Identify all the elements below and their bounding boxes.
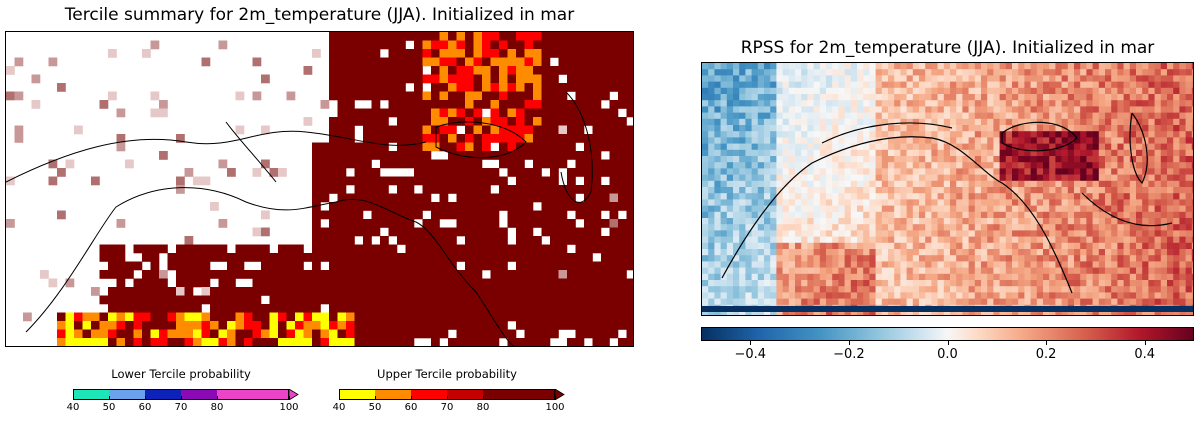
coastlines <box>721 112 1173 294</box>
colorbar-tick-mark <box>375 396 376 400</box>
rpss-map <box>701 62 1194 316</box>
colorbar-extend-arrow <box>554 388 565 401</box>
rpss-map-canvas <box>702 63 1193 315</box>
colorbar-extend-arrow <box>288 388 299 401</box>
colorbar-tick-mark <box>483 396 484 400</box>
rpss-tick-label: −0.4 <box>734 347 767 362</box>
colorbar-tick-label: 70 <box>174 402 188 413</box>
colorbar-tick-mark <box>217 396 218 400</box>
colorbar-tick-label: 50 <box>102 402 116 413</box>
colorbar-tick-mark <box>109 396 110 400</box>
colorbar-segment <box>181 389 217 400</box>
colorbar-segment <box>447 389 483 400</box>
colorbar-tick-mark <box>289 396 290 400</box>
rpss-tick-label: −0.2 <box>833 347 865 362</box>
colorbar-segment <box>375 389 411 400</box>
tercile-grid <box>6 32 633 346</box>
coastlines <box>6 91 593 346</box>
left-map-title: Tercile summary for 2m_temperature (JJA)… <box>64 5 575 25</box>
rpss-tick-mark <box>1144 341 1146 345</box>
colorbar-tick-label: 100 <box>545 402 565 413</box>
colorbar-tick-label: 80 <box>210 402 224 413</box>
colorbar-tick-label: 40 <box>66 402 80 413</box>
tercile-map-canvas <box>6 32 633 346</box>
right-map-title: RPSS for 2m_temperature (JJA). Initializ… <box>740 38 1155 58</box>
colorbar-segment <box>339 389 375 400</box>
colorbar-tick-mark <box>339 396 340 400</box>
rpss-grid <box>702 63 1193 315</box>
colorbar-tick-label: 60 <box>138 402 152 413</box>
colorbar-tick-label: 60 <box>404 402 418 413</box>
colorbar-segment <box>109 389 145 400</box>
colorbar-tick-mark <box>181 396 182 400</box>
colorbar-segment <box>411 389 447 400</box>
colorbar-tick-mark <box>73 396 74 400</box>
lower-tercile-colorbar <box>73 385 299 401</box>
rpss-tick-mark <box>750 341 752 345</box>
colorbar-tick-mark <box>447 396 448 400</box>
rpss-tick-label: 0.0 <box>937 347 958 362</box>
colorbar-tick-label: 70 <box>440 402 454 413</box>
rpss-tick-mark <box>947 341 949 345</box>
rpss-tick-mark <box>848 341 850 345</box>
colorbar-tick-mark <box>145 396 146 400</box>
colorbar-tick-label: 40 <box>332 402 346 413</box>
colorbar-tick-label: 50 <box>368 402 382 413</box>
colorbar-segment <box>217 389 289 400</box>
lower-colorbar-title: Lower Tercile probability <box>111 367 251 381</box>
colorbar-tick-label: 80 <box>476 402 490 413</box>
colorbar-segment <box>73 389 109 400</box>
rpss-bottom-band <box>702 306 1193 312</box>
tercile-summary-map <box>5 31 634 347</box>
colorbar-tick-mark <box>411 396 412 400</box>
rpss-tick-label: 0.4 <box>1134 347 1156 362</box>
upper-colorbar-title: Upper Tercile probability <box>377 367 517 381</box>
colorbar-segment <box>483 389 555 400</box>
rpss-tick-mark <box>1046 341 1048 345</box>
rpss-colorbar <box>701 327 1194 341</box>
upper-tercile-colorbar <box>339 385 565 401</box>
rpss-tick-label: 0.2 <box>1035 347 1057 362</box>
colorbar-segment <box>145 389 181 400</box>
colorbar-tick-mark <box>555 396 556 400</box>
colorbar-tick-label: 100 <box>279 402 299 413</box>
